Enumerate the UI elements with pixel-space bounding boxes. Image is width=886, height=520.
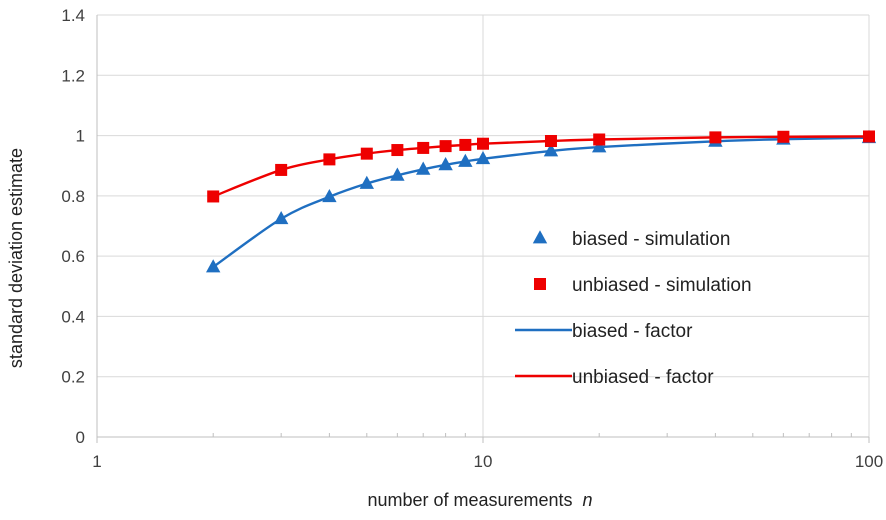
- marker-triangle: [475, 150, 491, 165]
- marker-square: [360, 147, 373, 160]
- marker-square: [207, 190, 220, 203]
- series-line-biased-factor: [212, 136, 870, 268]
- marker-square: [391, 144, 404, 157]
- y-tick-label: 1: [76, 127, 85, 146]
- marker-triangle: [458, 153, 473, 167]
- x-tick-label: 10: [474, 452, 493, 471]
- marker-triangle: [359, 175, 375, 189]
- marker-triangle: [390, 167, 405, 181]
- legend-marker-square: [534, 278, 546, 290]
- y-tick-label: 1.2: [61, 66, 85, 85]
- x-axis-variable: n: [583, 490, 593, 510]
- legend-label: biased - simulation: [572, 229, 730, 250]
- marker-square: [709, 131, 722, 144]
- marker-square: [323, 153, 336, 166]
- y-axis-title: standard deviation estimate: [6, 148, 26, 368]
- legend-label: biased - factor: [572, 321, 693, 342]
- marker-square: [777, 130, 790, 143]
- marker-triangle: [273, 210, 289, 225]
- x-axis-title-text: number of measurements: [367, 490, 572, 510]
- marker-square: [477, 137, 489, 150]
- legend-marker-triangle: [532, 230, 548, 244]
- marker-square: [863, 130, 875, 143]
- marker-square: [544, 134, 557, 147]
- gridlines: [97, 14, 870, 437]
- marker-triangle: [543, 143, 559, 157]
- legend-label: unbiased - factor: [572, 367, 714, 388]
- marker-triangle: [591, 139, 607, 153]
- y-tick-label: 0.4: [61, 307, 85, 326]
- x-tick-label: 100: [855, 452, 883, 471]
- y-tick-label: 0.2: [61, 368, 85, 387]
- marker-triangle: [438, 157, 453, 171]
- y-tick-label: 0.6: [61, 247, 85, 266]
- legend-label: unbiased - simulation: [572, 275, 752, 296]
- plot-area: [205, 129, 877, 273]
- marker-triangle: [416, 161, 431, 175]
- y-tick-label: 1.4: [61, 6, 85, 25]
- marker-square: [593, 133, 606, 146]
- axes: 0 0.2 0.4 0.6 0.8 1 1.2 1.4 1 10 100: [61, 6, 883, 471]
- marker-square: [459, 138, 472, 151]
- marker-triangle: [205, 259, 221, 273]
- legend: biased - simulation unbiased - simulation…: [515, 229, 752, 388]
- marker-triangle: [322, 188, 337, 203]
- marker-square: [275, 163, 288, 176]
- series-line-unbiased-factor: [212, 135, 870, 198]
- x-tick-label: 1: [92, 452, 101, 471]
- marker-square: [439, 140, 452, 153]
- marker-square: [417, 141, 430, 154]
- x-axis-title: number of measurements n: [367, 490, 592, 510]
- y-tick-label: 0: [76, 428, 85, 447]
- y-tick-label: 0.8: [61, 187, 85, 206]
